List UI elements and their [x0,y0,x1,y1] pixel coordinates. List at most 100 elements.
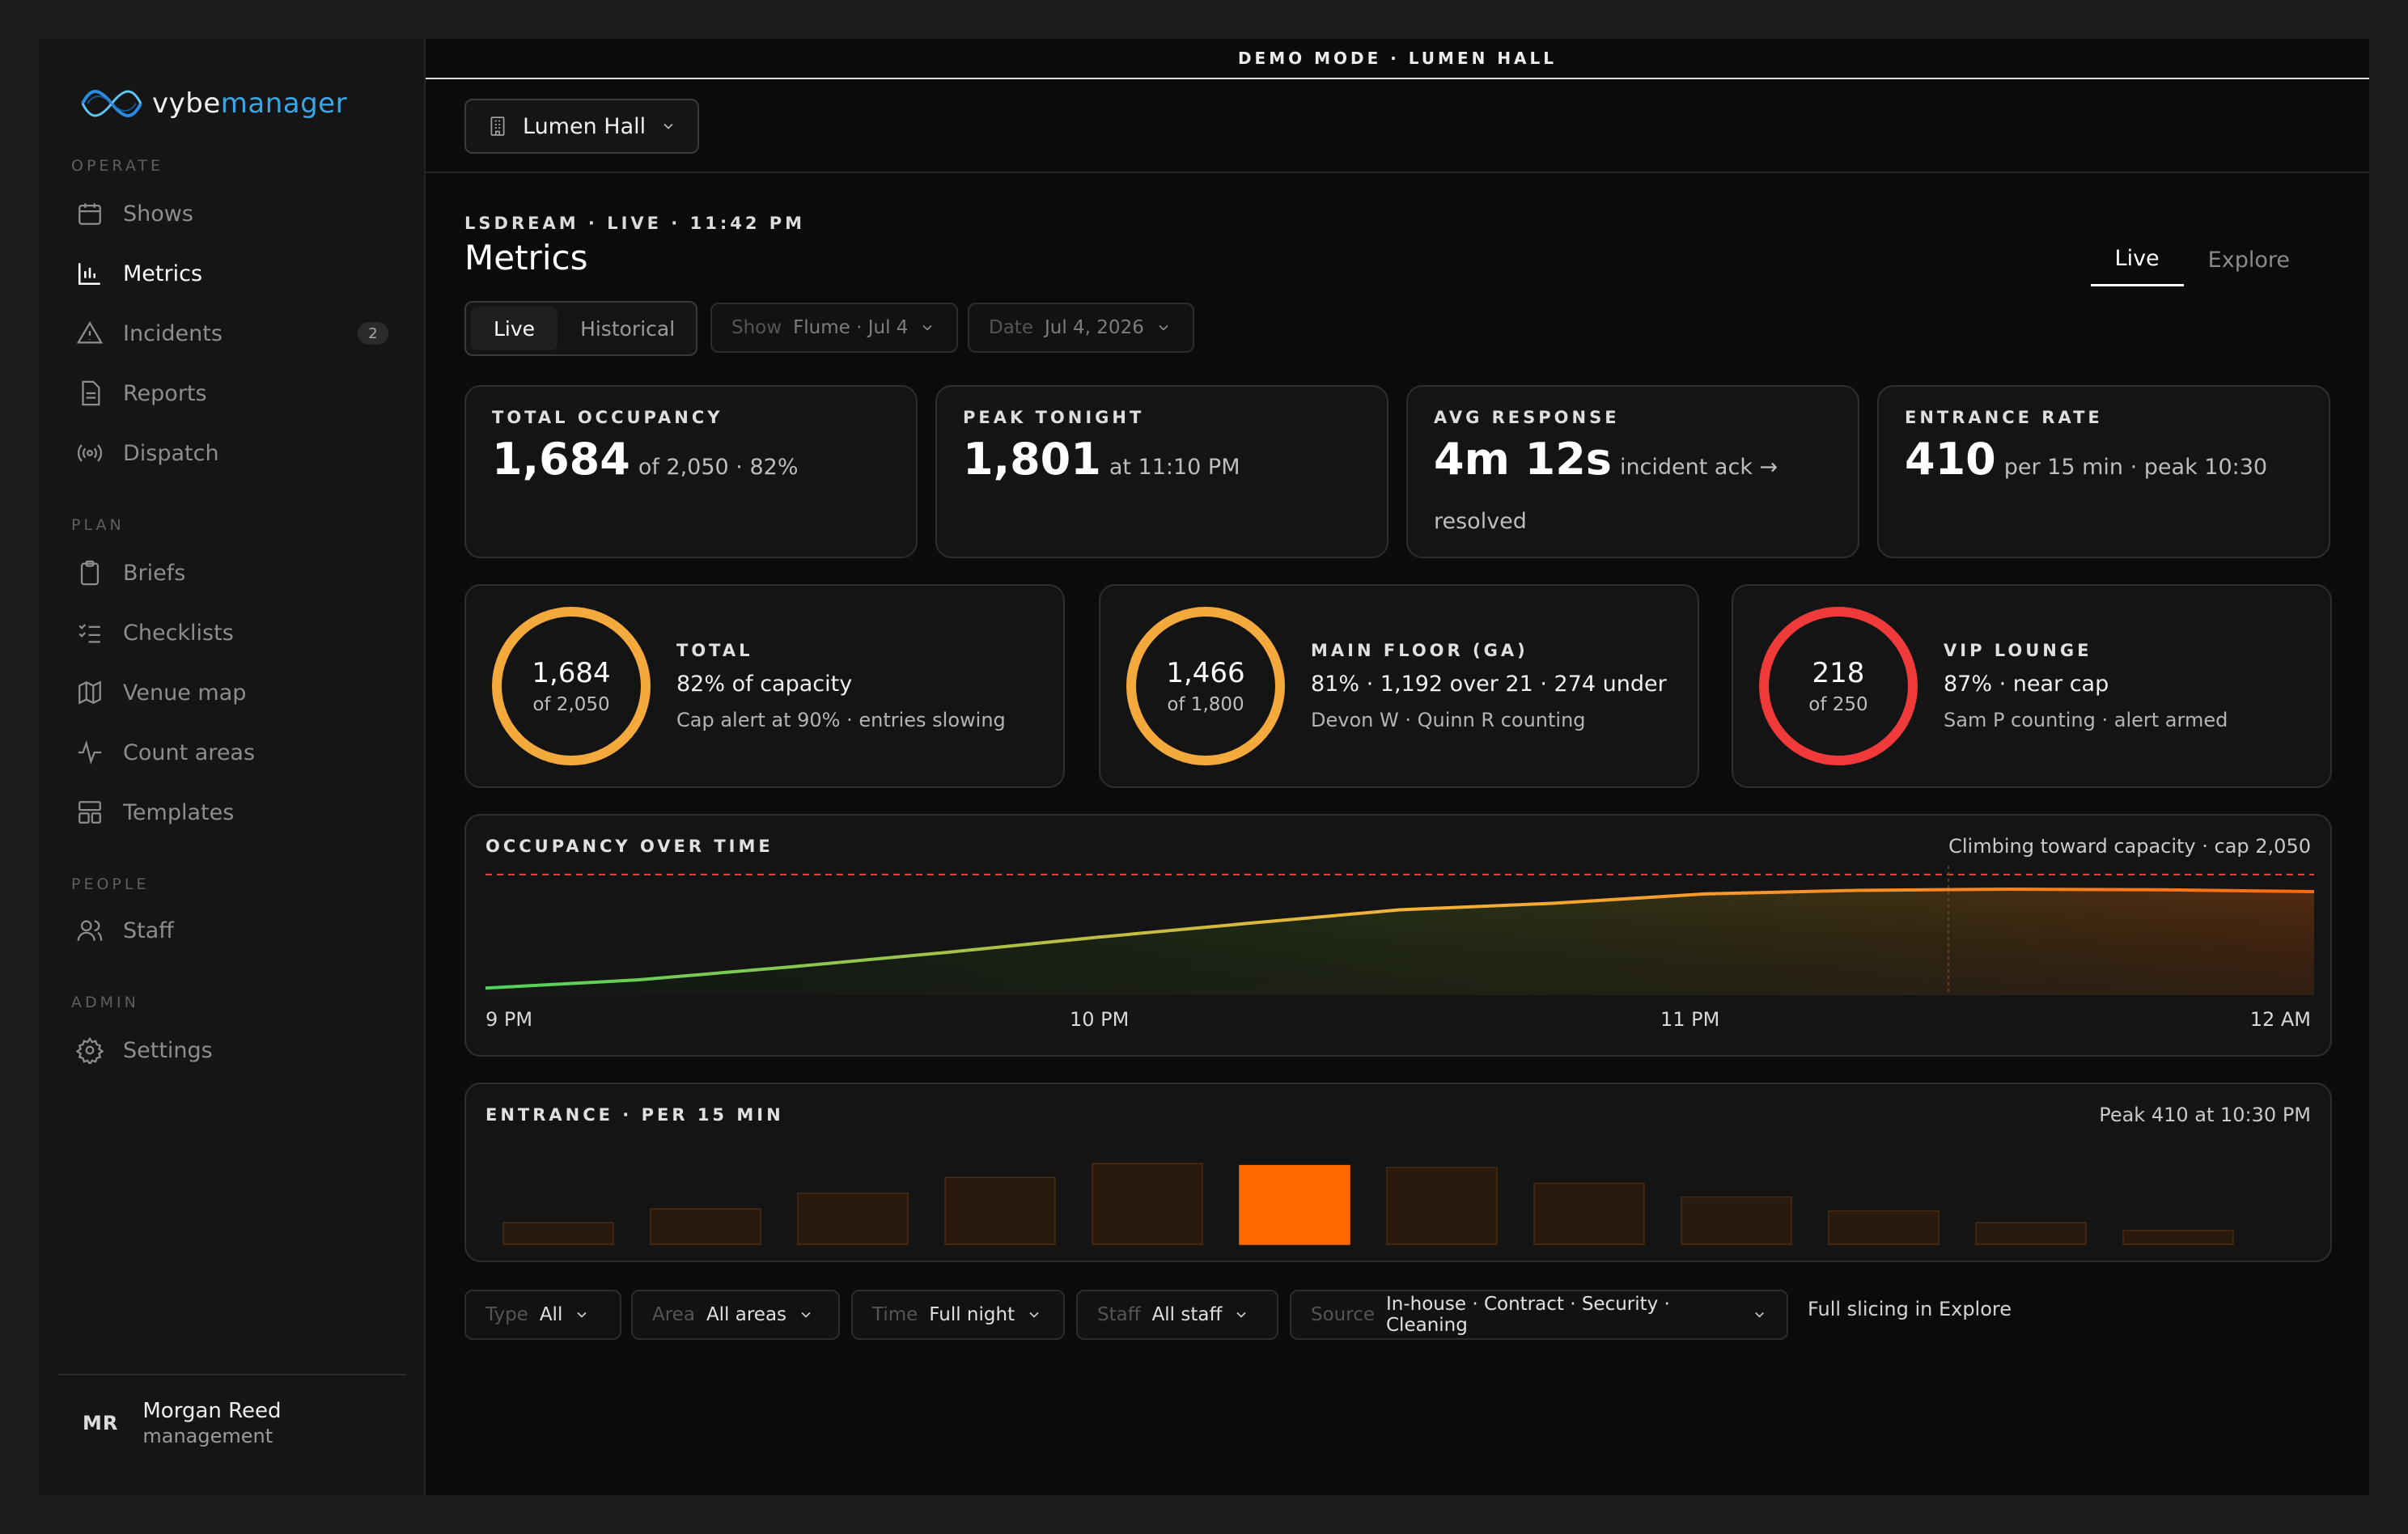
section-people: PEOPLE [71,875,150,893]
sidebar-item-staff[interactable]: Staff [68,906,408,955]
pulse-icon [74,737,105,768]
capacity-ring: 1,684 of 2,050 [490,605,652,767]
area-filter[interactable]: Area All areas [631,1290,840,1340]
sidebar-item-dispatch[interactable]: Dispatch [68,429,408,477]
sidebar-item-settings[interactable]: Settings [68,1026,408,1074]
type-filter[interactable]: Type All [464,1290,621,1340]
sidebar-item-label: Venue map [123,680,247,706]
capacity-ring: 218 of 250 [1757,605,1919,767]
kpi-sub: at 11:10 PM [1109,455,1240,480]
kpi-label: TOTAL OCCUPANCY [492,408,723,427]
vybe-logo-icon [81,90,142,117]
zone-detail: Sam P counting · alert armed [1944,709,2228,731]
kpi-value-row: 1,684 of 2,050 · 82% [492,434,884,496]
occupancy-chart[interactable] [466,816,2334,1010]
ring-arc [492,607,651,765]
sidebar-item-reports[interactable]: Reports [68,369,408,417]
filter-value: All [539,1304,563,1325]
ring-arc [1126,607,1285,765]
entrance-bar [1681,1196,1792,1245]
map-icon [74,677,105,708]
occupancy-line [485,888,2315,990]
sidebar-item-label: Shows [123,201,193,227]
kpi-value: 1,801 [963,434,1101,485]
sidebar: vybemanager OPERATE Shows Metrics Incide… [39,39,426,1495]
chevron-down-icon [1159,324,1168,331]
section-plan: PLAN [71,516,125,534]
kpi-value-row: 1,801 at 11:10 PM [963,434,1354,496]
chart-note: Climbing toward capacity · cap 2,050 [1948,835,2311,858]
ring-value: 1,466 [1166,657,1245,689]
sidebar-item-briefs[interactable]: Briefs [68,549,408,597]
sidebar-item-templates[interactable]: Templates [68,788,408,837]
entrance-chart[interactable] [466,1084,2334,1262]
filter-key: Type [485,1304,528,1325]
entrance-bar [502,1222,614,1245]
entrance-bar [1975,1222,2087,1245]
zone-label: MAIN FLOOR (GA) [1311,641,1528,660]
kpi-sub: of 2,050 · 82% [638,455,799,480]
sidebar-item-label: Count areas [123,739,256,765]
venue-bar: Lumen Hall [426,81,2369,173]
time-filter[interactable]: Time Full night [851,1290,1065,1340]
bar-chart-icon [74,258,105,289]
brand-logo[interactable]: vybemanager [79,79,347,128]
x-tick-label: 10 PM [1070,1008,1130,1031]
section-admin: ADMIN [71,994,139,1011]
gear-icon [74,1035,105,1066]
layout-icon [74,797,105,828]
broadcast-icon [74,438,105,468]
sidebar-item-count-areas[interactable]: Count areas [68,728,408,777]
zone-status: 81% · 1,192 over 21 · 274 under [1311,672,1667,697]
venue-selector[interactable]: Lumen Hall [464,99,699,154]
filter-key: Show [731,317,782,338]
tab-explore[interactable]: Explore [2207,247,2290,273]
zone-card-main-floor[interactable]: 1,466 of 1,800 MAIN FLOOR (GA) 81% · 1,1… [1099,584,1699,788]
user-profile[interactable]: MR Morgan Reed management [58,1374,406,1471]
zone-card-total[interactable]: 1,684 of 2,050 TOTAL 82% of capacity Cap… [464,584,1065,788]
zone-label: VIP LOUNGE [1944,641,2092,660]
kpi-value-row: 410 per 15 min · peak 10:30 [1905,434,2296,496]
explore-hint[interactable]: Full slicing in Explore [1808,1298,2012,1320]
zone-label: TOTAL [676,641,753,660]
filter-value: In-house · Contract · Security · Cleanin… [1386,1294,1670,1336]
mode-historical-button[interactable]: Historical [580,316,676,341]
avatar: MR [83,1412,119,1434]
chart-title: ENTRANCE · PER 15 MIN [485,1105,784,1125]
tab-live[interactable]: Live [2090,233,2184,286]
sidebar-item-metrics[interactable]: Metrics [68,249,408,298]
page-eyebrow: LSDREAM · LIVE · 11:42 PM [464,214,806,233]
chevron-down-icon [663,123,673,129]
sidebar-item-venue-map[interactable]: Venue map [68,668,408,717]
sidebar-item-label: Templates [123,799,235,825]
filter-value: Jul 4, 2026 [1044,317,1144,338]
mode-live-button[interactable]: Live [471,307,558,350]
staff-filter[interactable]: Staff All staff [1076,1290,1278,1340]
date-filter[interactable]: Date Jul 4, 2026 [968,303,1194,353]
ring-value: 1,684 [532,657,611,689]
chart-title: OCCUPANCY OVER TIME [485,837,774,856]
show-filter[interactable]: Show Flume · Jul 4 [710,303,958,353]
source-filter[interactable]: Source In-house · Contract · Security · … [1290,1290,1788,1340]
entrance-bar [944,1176,1056,1245]
kpi-label: ENTRANCE RATE [1905,408,2103,427]
kpi-total-occupancy: TOTAL OCCUPANCY 1,684 of 2,050 · 82% [464,385,918,558]
sidebar-item-label: Staff [123,917,174,943]
sidebar-item-shows[interactable]: Shows [68,189,408,238]
main-content: DEMO MODE · LUMEN HALL Lumen Hall LSDREA… [426,39,2369,1495]
ring-arc [1759,607,1918,765]
sidebar-item-label: Reports [123,380,207,406]
entrance-bar [797,1192,909,1245]
entrance-bar [2122,1230,2234,1245]
kpi-sub: incident ack → resolved [1434,455,1778,534]
occupancy-chart-card: OCCUPANCY OVER TIME Climbing toward capa… [464,814,2332,1057]
calendar-icon [74,198,105,229]
occupancy-area-fade [485,889,2314,995]
zone-card-vip-lounge[interactable]: 218 of 250 VIP LOUNGE 87% · near cap Sam… [1732,584,2332,788]
sidebar-item-incidents[interactable]: Incidents 2 [68,309,408,358]
chevron-down-icon [1236,1312,1246,1318]
filter-key: Time [872,1304,918,1325]
sidebar-item-label: Metrics [123,261,203,286]
sidebar-item-checklists[interactable]: Checklists [68,608,408,657]
venue-name: Lumen Hall [523,113,647,139]
